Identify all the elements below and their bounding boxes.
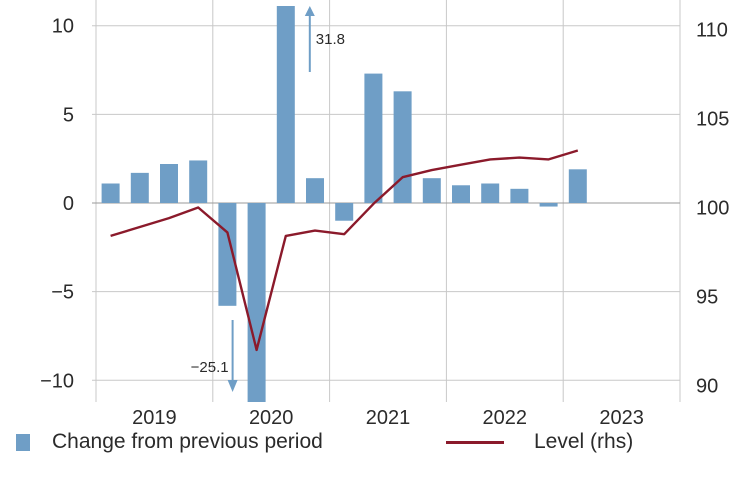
y-left-tick-label: 5 [63,104,74,126]
bar [452,185,470,203]
y-right-tick-label: 105 [696,108,729,130]
bar [160,164,178,203]
legend-swatch-change [16,434,30,451]
bar [510,189,528,203]
bar [394,91,412,203]
y-right-tick-label: 100 [696,197,729,219]
y-left-tick-label: 10 [52,16,74,38]
bar [364,74,382,203]
level-line [111,151,578,350]
x-tick-label: 2020 [249,407,294,429]
x-tick-label: 2021 [366,407,411,429]
bar [189,160,207,203]
legend-item-change: Change from previous period [16,430,323,454]
annotation-up-label: 31.8 [316,31,345,48]
legend-label-change: Change from previous period [52,430,323,454]
x-tick-label: 2023 [599,407,644,429]
x-tick-label: 2022 [483,407,528,429]
level-line-path [111,151,578,350]
y-right-tick-label: 110 [696,19,728,41]
y-left-tick-label: −5 [51,282,74,304]
y-right-tick-label: 95 [696,286,718,308]
legend-swatch-level [446,441,504,444]
bar [540,203,558,207]
bar [335,203,353,221]
bar [102,184,120,204]
bar [423,178,441,203]
bars [102,6,587,402]
y-right-tick-label: 90 [696,376,718,398]
bar [277,6,295,203]
bar [306,178,324,203]
arrow-up-head [305,6,315,16]
bar [131,173,149,203]
annotation-down-label: −25.1 [191,359,229,376]
legend-item-level: Level (rhs) [446,430,633,454]
x-tick-label: 2019 [132,407,177,429]
y-axis-left: 10 5 0 −5 −10 [40,16,74,393]
legend-label-level: Level (rhs) [534,430,633,454]
bar [481,184,499,204]
legend: Change from previous period Level (rhs) [0,430,754,470]
y-left-tick-label: −10 [40,370,74,392]
y-axis-right: 110 105 100 95 90 [696,19,729,397]
grid [92,0,680,402]
bar [248,203,266,402]
x-axis: 2019 2020 2021 2022 2023 [132,407,644,429]
bar [569,169,587,203]
arrow-down-head [228,380,238,392]
y-left-tick-label: 0 [63,193,74,215]
